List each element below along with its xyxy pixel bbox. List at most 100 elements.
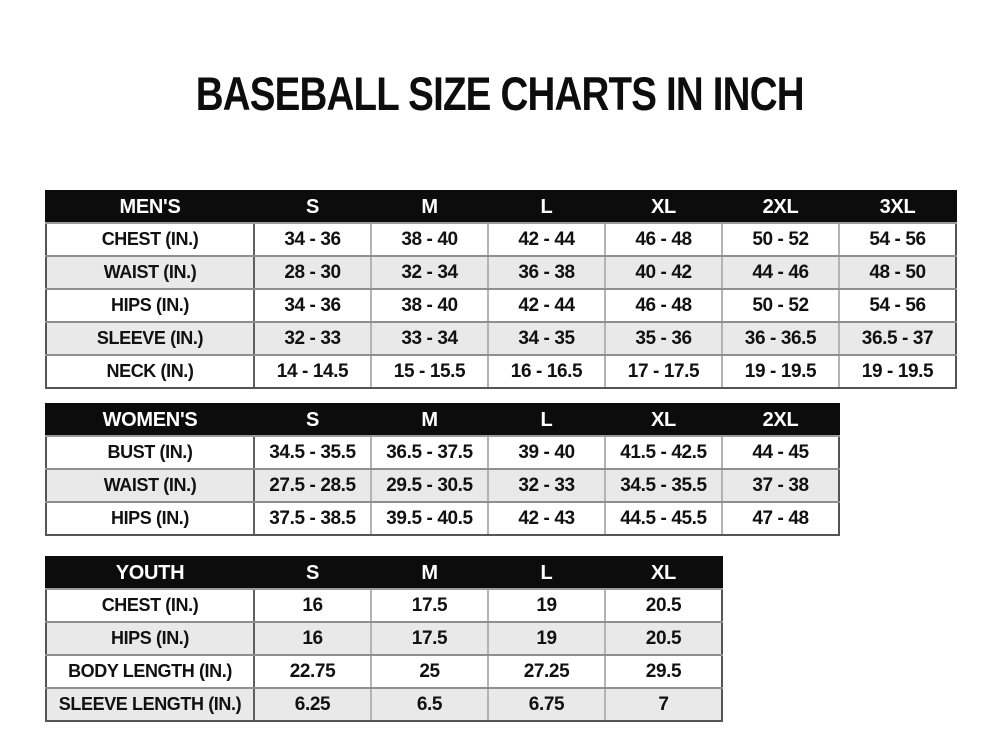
size-value-cell: 40 - 42 <box>604 255 723 290</box>
size-value-cell: 46 - 48 <box>604 288 723 323</box>
mens-header-row: MEN'S S M L XL 2XL 3XL <box>45 190 957 224</box>
size-value-cell: 29.5 <box>604 654 723 689</box>
size-value-cell: 37 - 38 <box>721 468 840 503</box>
column-header-2xl: 2XL <box>721 190 840 224</box>
size-value-cell: 39.5 - 40.5 <box>370 501 489 536</box>
size-value-cell: 27.5 - 28.5 <box>253 468 372 503</box>
row-label: BODY LENGTH (IN.) <box>45 654 255 689</box>
size-value-cell: 7 <box>604 687 723 722</box>
size-value-cell: 20.5 <box>604 588 723 623</box>
size-value-cell: 36 - 38 <box>487 255 606 290</box>
size-value-cell: 32 - 34 <box>370 255 489 290</box>
row-label: BUST (IN.) <box>45 435 255 470</box>
size-value-cell: 50 - 52 <box>721 222 840 257</box>
size-value-cell: 36.5 - 37.5 <box>370 435 489 470</box>
size-value-cell: 22.75 <box>253 654 372 689</box>
size-value-cell: 35 - 36 <box>604 321 723 356</box>
size-value-cell: 15 - 15.5 <box>370 354 489 389</box>
size-value-cell: 39 - 40 <box>487 435 606 470</box>
size-value-cell: 16 - 16.5 <box>487 354 606 389</box>
size-value-cell: 16 <box>253 621 372 656</box>
size-value-cell: 33 - 34 <box>370 321 489 356</box>
column-header-l: L <box>487 403 606 437</box>
page-title: BASEBALL SIZE CHARTS IN INCH <box>0 66 1000 121</box>
size-value-cell: 44 - 46 <box>721 255 840 290</box>
row-label: HIPS (IN.) <box>45 621 255 656</box>
size-value-cell: 34 - 36 <box>253 288 372 323</box>
size-value-cell: 28 - 30 <box>253 255 372 290</box>
row-label: WAIST (IN.) <box>45 255 255 290</box>
mens-table-title: MEN'S <box>45 190 255 224</box>
size-value-cell: 34 - 35 <box>487 321 606 356</box>
size-value-cell: 50 - 52 <box>721 288 840 323</box>
size-value-cell: 25 <box>370 654 489 689</box>
size-value-cell: 19 - 19.5 <box>838 354 957 389</box>
size-value-cell: 16 <box>253 588 372 623</box>
column-header-s: S <box>253 556 372 590</box>
table-row: SLEEVE LENGTH (IN.) 6.25 6.5 6.75 7 <box>45 687 723 722</box>
size-value-cell: 6.25 <box>253 687 372 722</box>
size-value-cell: 36 - 36.5 <box>721 321 840 356</box>
size-value-cell: 20.5 <box>604 621 723 656</box>
youth-header-row: YOUTH S M L XL <box>45 556 723 590</box>
youth-table-title: YOUTH <box>45 556 255 590</box>
table-row: CHEST (IN.) 34 - 36 38 - 40 42 - 44 46 - 48 5… <box>45 222 957 257</box>
size-value-cell: 44 - 45 <box>721 435 840 470</box>
column-header-xl: XL <box>604 403 723 437</box>
table-row: NECK (IN.) 14 - 14.5 15 - 15.5 16 - 16.5 17 … <box>45 354 957 389</box>
size-value-cell: 41.5 - 42.5 <box>604 435 723 470</box>
size-value-cell: 34.5 - 35.5 <box>604 468 723 503</box>
column-header-s: S <box>253 403 372 437</box>
column-header-l: L <box>487 190 606 224</box>
row-label: CHEST (IN.) <box>45 588 255 623</box>
size-value-cell: 32 - 33 <box>487 468 606 503</box>
column-header-m: M <box>370 556 489 590</box>
size-value-cell: 14 - 14.5 <box>253 354 372 389</box>
size-value-cell: 38 - 40 <box>370 288 489 323</box>
table-row: BUST (IN.) 34.5 - 35.5 36.5 - 37.5 39 - 40 4… <box>45 435 840 470</box>
size-value-cell: 36.5 - 37 <box>838 321 957 356</box>
table-row: SLEEVE (IN.) 32 - 33 33 - 34 34 - 35 35 - 36… <box>45 321 957 356</box>
size-value-cell: 37.5 - 38.5 <box>253 501 372 536</box>
size-value-cell: 42 - 44 <box>487 222 606 257</box>
table-row: HIPS (IN.) 37.5 - 38.5 39.5 - 40.5 42 - 43 4… <box>45 501 840 536</box>
womens-size-table: WOMEN'S S M L XL 2XL BUST (IN.) 34.5 - 35.5 36.5… <box>45 403 840 536</box>
column-header-m: M <box>370 403 489 437</box>
page-title-text: BASEBALL SIZE CHARTS IN INCH <box>195 67 805 120</box>
size-value-cell: 6.75 <box>487 687 606 722</box>
size-value-cell: 6.5 <box>370 687 489 722</box>
size-value-cell: 42 - 43 <box>487 501 606 536</box>
table-row: WAIST (IN.) 28 - 30 32 - 34 36 - 38 40 - 42 4… <box>45 255 957 290</box>
size-value-cell: 17 - 17.5 <box>604 354 723 389</box>
row-label: SLEEVE (IN.) <box>45 321 255 356</box>
size-value-cell: 27.25 <box>487 654 606 689</box>
row-label: HIPS (IN.) <box>45 288 255 323</box>
size-value-cell: 54 - 56 <box>838 222 957 257</box>
column-header-s: S <box>253 190 372 224</box>
row-label: WAIST (IN.) <box>45 468 255 503</box>
row-label: CHEST (IN.) <box>45 222 255 257</box>
size-value-cell: 32 - 33 <box>253 321 372 356</box>
size-value-cell: 47 - 48 <box>721 501 840 536</box>
column-header-l: L <box>487 556 606 590</box>
row-label: NECK (IN.) <box>45 354 255 389</box>
size-value-cell: 34 - 36 <box>253 222 372 257</box>
size-value-cell: 38 - 40 <box>370 222 489 257</box>
table-row: HIPS (IN.) 16 17.5 19 20.5 <box>45 621 723 656</box>
table-row: CHEST (IN.) 16 17.5 19 20.5 <box>45 588 723 623</box>
column-header-xl: XL <box>604 556 723 590</box>
size-value-cell: 19 - 19.5 <box>721 354 840 389</box>
size-value-cell: 19 <box>487 621 606 656</box>
womens-header-row: WOMEN'S S M L XL 2XL <box>45 403 840 437</box>
size-value-cell: 44.5 - 45.5 <box>604 501 723 536</box>
row-label: HIPS (IN.) <box>45 501 255 536</box>
size-value-cell: 42 - 44 <box>487 288 606 323</box>
column-header-3xl: 3XL <box>838 190 957 224</box>
size-value-cell: 29.5 - 30.5 <box>370 468 489 503</box>
size-value-cell: 17.5 <box>370 621 489 656</box>
size-value-cell: 54 - 56 <box>838 288 957 323</box>
size-value-cell: 17.5 <box>370 588 489 623</box>
column-header-m: M <box>370 190 489 224</box>
youth-size-table: YOUTH S M L XL CHEST (IN.) 16 17.5 19 20.5 HIPS (I… <box>45 556 723 722</box>
size-value-cell: 34.5 - 35.5 <box>253 435 372 470</box>
